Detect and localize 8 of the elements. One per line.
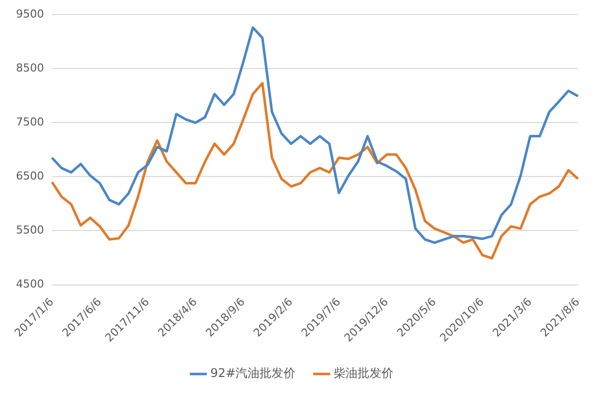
y-tick-label: 7500 <box>16 116 44 129</box>
y-tick-label: 9500 <box>16 7 44 20</box>
y-tick-label: 8500 <box>16 61 44 74</box>
y-tick-label: 6500 <box>16 170 44 183</box>
legend-label: 柴油批发价 <box>334 366 394 380</box>
y-tick-label: 5500 <box>16 224 44 237</box>
legend-label: 92#汽油批发价 <box>210 366 296 380</box>
y-tick-label: 4500 <box>16 278 44 291</box>
